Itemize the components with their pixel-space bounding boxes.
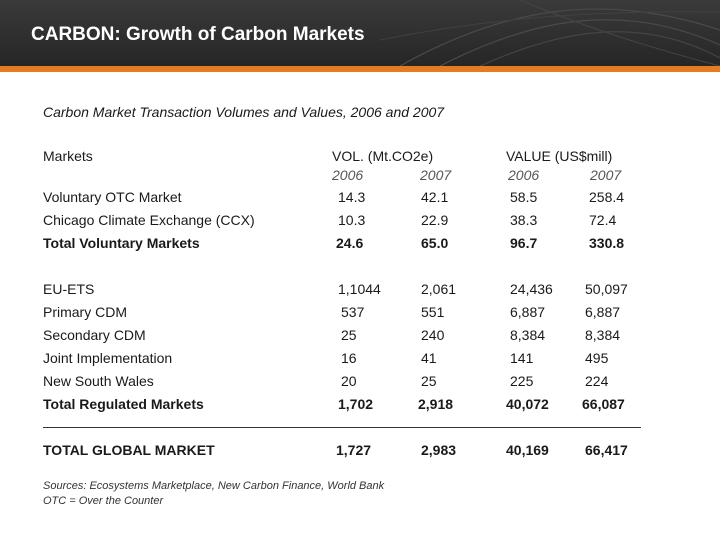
val-2006: 96.7 [510, 235, 538, 251]
vol-2006: 1,702 [338, 396, 374, 412]
market-name: Joint Implementation [43, 350, 173, 366]
val-2006: 8,384 [510, 327, 546, 343]
vol-2006: 537 [341, 304, 365, 320]
accent-rule [0, 66, 720, 72]
val-2006: 225 [510, 373, 534, 389]
vol-2007: 42.1 [421, 189, 449, 205]
val-2007: 495 [585, 350, 609, 366]
val-2007: 66,417 [585, 442, 628, 458]
sources-note: Sources: Ecosystems Marketplace, New Car… [43, 480, 385, 492]
vol-2006: 10.3 [338, 212, 366, 228]
market-name: Chicago Climate Exchange (CCX) [43, 212, 255, 228]
year-label: 2006 [508, 167, 540, 183]
val-2006: 40,072 [506, 396, 549, 412]
vol-2006: 24.6 [336, 235, 364, 251]
table-divider [43, 427, 641, 428]
val-2006: 38.3 [510, 212, 538, 228]
market-name: Total Voluntary Markets [43, 235, 200, 251]
val-2007: 50,097 [585, 281, 628, 297]
value-header: VALUE (US$mill) [506, 148, 613, 164]
vol-2007: 240 [421, 327, 445, 343]
market-name: EU-ETS [43, 281, 95, 297]
market-name: Primary CDM [43, 304, 127, 320]
otc-footnote: OTC = Over the Counter [43, 495, 164, 507]
vol-2007: 2,918 [418, 396, 454, 412]
market-name: Secondary CDM [43, 327, 146, 343]
volume-header: VOL. (Mt.CO2e) [332, 148, 434, 164]
markets-header: Markets [43, 148, 93, 164]
decorative-curves [380, 0, 720, 66]
vol-2007: 551 [421, 304, 445, 320]
vol-2007: 2,983 [421, 442, 457, 458]
val-2007: 6,887 [585, 304, 621, 320]
vol-2007: 65.0 [421, 235, 449, 251]
val-2007: 258.4 [589, 189, 625, 205]
val-2007: 224 [585, 373, 609, 389]
vol-2007: 2,061 [421, 281, 457, 297]
vol-2006: 1,727 [336, 442, 372, 458]
val-2007: 8,384 [585, 327, 621, 343]
vol-2006: 1,1044 [338, 281, 381, 297]
val-2006: 40,169 [506, 442, 549, 458]
market-name: Voluntary OTC Market [43, 189, 182, 205]
vol-2006: 14.3 [338, 189, 366, 205]
table-caption: Carbon Market Transaction Volumes and Va… [43, 104, 445, 120]
year-label: 2006 [332, 167, 364, 183]
val-2006: 24,436 [510, 281, 553, 297]
market-name: Total Regulated Markets [43, 396, 204, 412]
year-label: 2007 [420, 167, 452, 183]
val-2006: 6,887 [510, 304, 546, 320]
val-2006: 58.5 [510, 189, 538, 205]
slide-title: CARBON: Growth of Carbon Markets [31, 24, 365, 45]
title-bar: CARBON: Growth of Carbon Markets [0, 0, 720, 66]
vol-2006: 16 [341, 350, 357, 366]
val-2006: 141 [510, 350, 534, 366]
val-2007: 66,087 [582, 396, 625, 412]
market-name: New South Wales [43, 373, 154, 389]
year-label: 2007 [590, 167, 622, 183]
val-2007: 330.8 [589, 235, 625, 251]
vol-2007: 22.9 [421, 212, 449, 228]
val-2007: 72.4 [589, 212, 617, 228]
vol-2007: 25 [421, 373, 437, 389]
vol-2006: 20 [341, 373, 357, 389]
vol-2007: 41 [421, 350, 437, 366]
market-name: TOTAL GLOBAL MARKET [43, 442, 215, 458]
vol-2006: 25 [341, 327, 357, 343]
